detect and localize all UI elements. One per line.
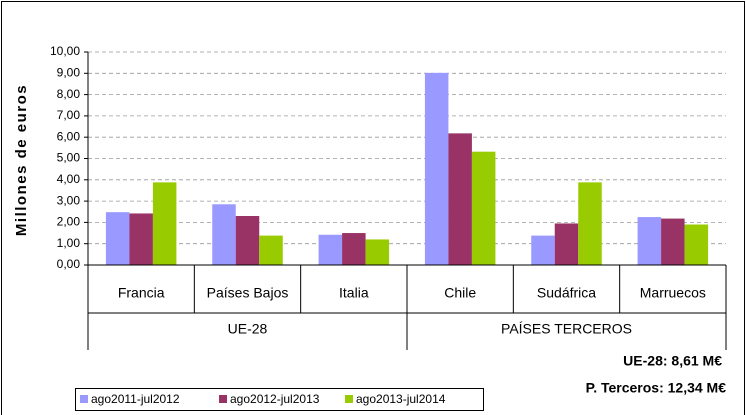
y-tick-label: 9,00	[57, 65, 81, 79]
group-label: PAÍSES TERCEROS	[501, 321, 632, 337]
y-tick-label: 1,00	[57, 236, 81, 250]
bar	[471, 151, 496, 265]
bar	[578, 182, 602, 265]
y-tick-label: 10,00	[50, 44, 80, 58]
x-tick-label: Italia	[339, 285, 369, 301]
bar	[342, 233, 366, 265]
annotation: P. Terceros: 12,34 M€	[586, 380, 727, 396]
bar	[152, 182, 177, 265]
legend	[75, 388, 484, 411]
y-tick-label: 7,00	[57, 108, 81, 122]
y-tick-label: 0,00	[57, 257, 81, 271]
bar	[235, 216, 260, 265]
x-tick-label: Países Bajos	[207, 285, 289, 301]
x-tick-label: Marruecos	[640, 285, 706, 301]
x-tick-label: Sudáfrica	[537, 285, 596, 301]
bar	[531, 235, 555, 265]
bar	[318, 234, 343, 265]
bar	[105, 212, 130, 265]
y-tick-label: 5,00	[57, 151, 81, 165]
x-tick-label: Chile	[444, 285, 476, 301]
y-tick-label: 8,00	[57, 87, 81, 101]
y-tick-label: 6,00	[57, 129, 81, 143]
y-axis-label: Millones de euros	[13, 84, 30, 236]
bar	[684, 224, 709, 265]
legend-label: ago2013-jul2014	[356, 392, 446, 406]
bar	[129, 213, 153, 265]
bar	[259, 235, 283, 265]
y-tick-label: 4,00	[57, 172, 81, 186]
annotation: UE-28: 8,61 M€	[623, 353, 722, 369]
bar	[424, 72, 449, 266]
bar	[661, 218, 685, 265]
legend-label: ago2011-jul2012	[91, 392, 180, 406]
group-label: UE-28	[228, 321, 268, 337]
legend-swatch	[80, 395, 88, 403]
legend-swatch	[345, 395, 353, 403]
legend-swatch	[219, 395, 227, 403]
legend-label: ago2012-jul2013	[230, 392, 320, 406]
bar	[448, 133, 472, 265]
y-tick-label: 2,00	[57, 215, 81, 229]
bar	[554, 223, 579, 265]
y-tick-label: 3,00	[57, 193, 81, 207]
x-tick-label: Francia	[118, 285, 165, 301]
bar	[365, 239, 390, 265]
bar	[637, 217, 662, 265]
bar	[212, 204, 236, 265]
